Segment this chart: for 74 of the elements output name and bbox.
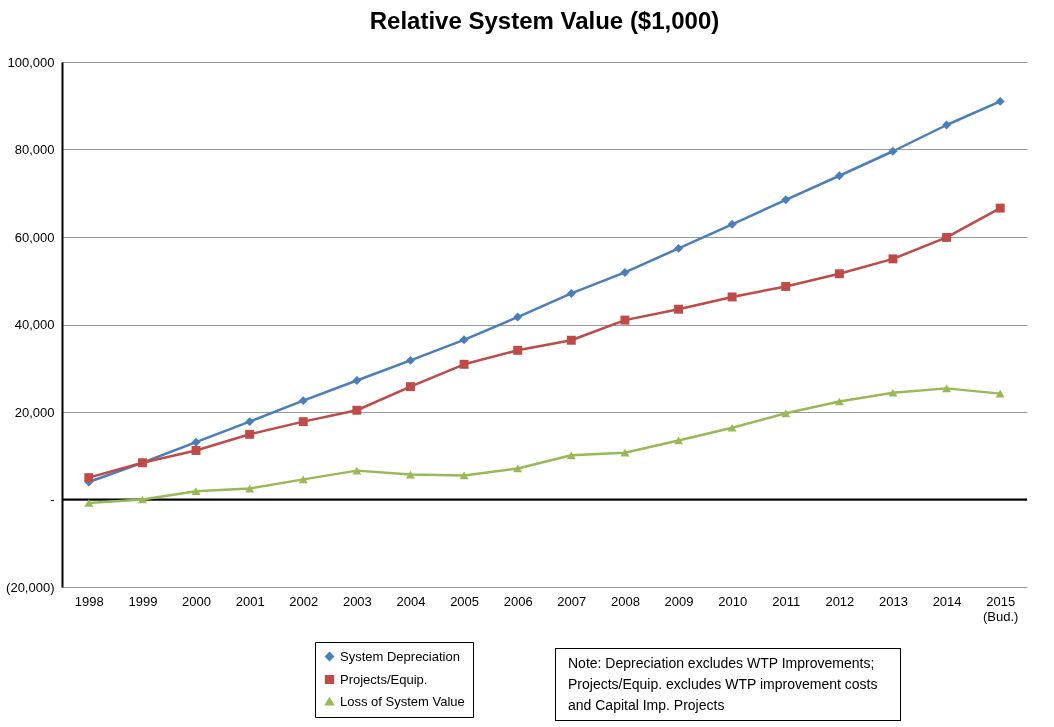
- point: [352, 405, 362, 415]
- point: [459, 359, 469, 369]
- x-tick-label: 2006: [503, 593, 533, 609]
- point: [459, 335, 469, 345]
- y-tick-label: 20,000: [14, 404, 55, 420]
- point: [620, 267, 630, 277]
- x-tick-label: 2005: [450, 593, 480, 609]
- chart-title: Relative System Value ($1,000): [369, 7, 720, 34]
- x-tick-label: 1998: [74, 593, 104, 609]
- x-tick-label: 2012: [825, 593, 855, 609]
- point: [727, 219, 737, 229]
- x-tick-label: 2013: [879, 593, 908, 609]
- point: [781, 409, 791, 418]
- y-tick-label: 60,000: [14, 229, 55, 245]
- point: [727, 423, 737, 432]
- point: [620, 448, 630, 457]
- point: [674, 243, 683, 253]
- point: [513, 312, 523, 322]
- point: [191, 437, 201, 447]
- x-tick-label: 2002: [289, 593, 319, 609]
- y-tick-label: -: [50, 492, 55, 507]
- point: [888, 146, 898, 156]
- x-tick-label: 2004: [396, 593, 426, 609]
- legend-label: Projects/Equip.: [340, 671, 428, 687]
- x-tick-label: 2009: [664, 593, 694, 609]
- point: [674, 304, 683, 314]
- point: [406, 355, 415, 365]
- y-tick-label: (20,000): [6, 579, 55, 595]
- point: [566, 451, 576, 460]
- text: Note: Depreciation excludes WTP Improvements; Projects/Equip. excludes WTP improvement costs and Capital Imp. Projects: [568, 654, 879, 715]
- point: [298, 475, 308, 484]
- point: [566, 335, 576, 345]
- point: [84, 499, 94, 507]
- y-tick-label: 40,000: [14, 317, 55, 332]
- point: [942, 232, 952, 242]
- point: [888, 388, 898, 397]
- point: [727, 292, 737, 302]
- point: [191, 446, 201, 455]
- point: [834, 269, 844, 279]
- x-tick-label: 1999: [128, 593, 158, 609]
- point: [513, 464, 523, 473]
- x-tick-label: 2015 (Bud.): [982, 593, 1019, 624]
- point: [781, 195, 791, 205]
- point: [191, 487, 201, 496]
- point: [298, 417, 308, 427]
- point: [888, 254, 898, 264]
- x-tick-label: 2008: [610, 593, 640, 609]
- legend-label: System Depreciation: [340, 648, 460, 664]
- point: [406, 382, 415, 392]
- point: [995, 203, 1005, 213]
- y-tick-label: 80,000: [14, 142, 55, 157]
- x-tick-label: 2003: [342, 593, 372, 609]
- x-tick-label: 2001: [235, 593, 265, 609]
- y-tick-label: 100,000: [7, 54, 55, 70]
- point: [781, 281, 791, 291]
- point: [245, 429, 255, 439]
- point: [995, 96, 1005, 106]
- point: [513, 345, 523, 355]
- x-tick-label: 2011: [772, 593, 801, 609]
- point: [352, 376, 362, 385]
- legend-label: Loss of System Value: [340, 693, 465, 709]
- point: [566, 288, 576, 298]
- point: [84, 473, 94, 483]
- point: [298, 396, 308, 406]
- point: [834, 171, 844, 181]
- point: [674, 436, 683, 445]
- point: [620, 315, 630, 325]
- x-tick-label: 2014: [932, 593, 962, 609]
- x-tick-label: 2000: [182, 593, 211, 609]
- x-tick-label: 2010: [718, 593, 748, 609]
- point: [942, 120, 952, 130]
- point: [942, 384, 952, 393]
- x-tick-label: 2007: [557, 593, 587, 609]
- point: [245, 417, 255, 427]
